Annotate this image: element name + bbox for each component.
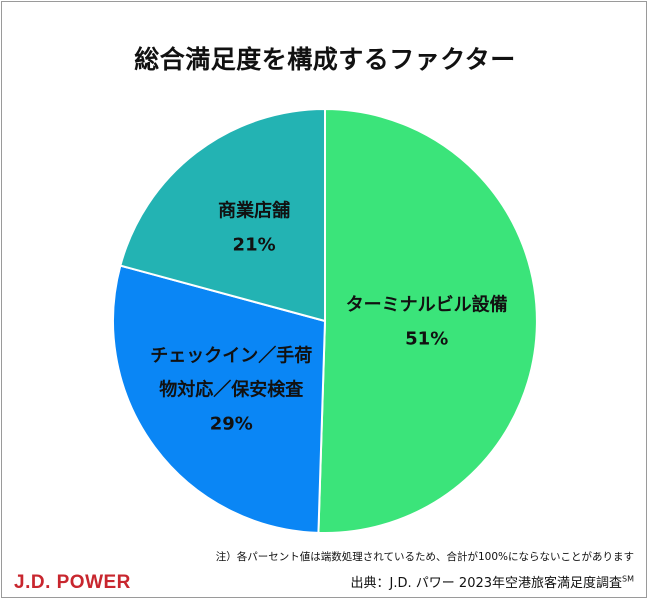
slice-category-label-3: 商業店舗 xyxy=(218,199,290,221)
slice-value-label-1: 51% xyxy=(405,329,448,350)
source-text: 出典：J.D. パワー 2023年空港旅客満足度調査 xyxy=(350,576,623,591)
slice-category-label-2: 物対応／保安検査 xyxy=(159,378,303,400)
source-citation: 出典：J.D. パワー 2023年空港旅客満足度調査SM xyxy=(351,572,634,591)
slice-category-label-1: ターミナルビル設備 xyxy=(346,294,508,316)
slice-value-label-3: 21% xyxy=(233,234,276,255)
service-mark: SM xyxy=(622,574,634,584)
pie-slice-2 xyxy=(112,264,327,534)
jd-power-logo: J.D. POWER xyxy=(14,572,131,593)
footnote: 注）各パーセント値は端数処理されているため、合計が100%にならないことがありま… xyxy=(215,551,634,563)
slice-category-label-2: チェックイン／手荷 xyxy=(150,344,312,366)
pie-slice-1 xyxy=(317,107,538,534)
chart-title: 総合満足度を構成するファクター xyxy=(134,45,516,74)
slice-value-label-2: 29% xyxy=(210,413,253,434)
pie-slice-3 xyxy=(119,107,326,323)
